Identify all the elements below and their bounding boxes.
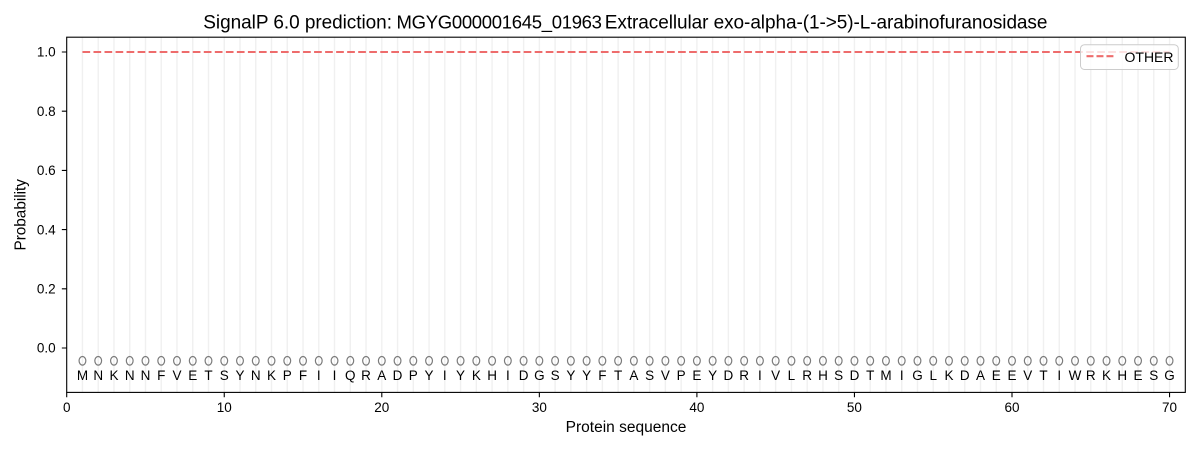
svg-text:Y: Y bbox=[425, 368, 434, 383]
svg-text:Probability: Probability bbox=[12, 179, 29, 251]
svg-text:T: T bbox=[614, 368, 622, 383]
svg-text:F: F bbox=[299, 368, 307, 383]
svg-text:R: R bbox=[802, 368, 812, 383]
svg-text:I: I bbox=[333, 368, 337, 383]
svg-text:M: M bbox=[77, 368, 88, 383]
svg-text:Y: Y bbox=[582, 368, 591, 383]
svg-text:0.8: 0.8 bbox=[37, 104, 56, 119]
svg-text:H: H bbox=[1117, 368, 1127, 383]
svg-text:T: T bbox=[204, 368, 212, 383]
svg-text:R: R bbox=[361, 368, 371, 383]
svg-text:T: T bbox=[1039, 368, 1047, 383]
svg-text:0.6: 0.6 bbox=[37, 163, 56, 178]
svg-text:I: I bbox=[900, 368, 904, 383]
svg-text:OTHER: OTHER bbox=[1125, 49, 1174, 65]
svg-text:SignalP 6.0 prediction:: SignalP 6.0 prediction: bbox=[203, 12, 392, 33]
svg-text:N: N bbox=[93, 368, 103, 383]
svg-text:K: K bbox=[472, 368, 481, 383]
svg-text:L: L bbox=[929, 368, 937, 383]
svg-text:Extracellular exo-alpha-(1->5): Extracellular exo-alpha-(1->5)-L-arabino… bbox=[605, 12, 1048, 33]
svg-text:30: 30 bbox=[532, 400, 547, 415]
svg-text:Y: Y bbox=[708, 368, 717, 383]
svg-text:V: V bbox=[661, 368, 670, 383]
svg-text:Y: Y bbox=[235, 368, 244, 383]
svg-text:Protein sequence: Protein sequence bbox=[566, 419, 687, 436]
svg-text:S: S bbox=[551, 368, 560, 383]
svg-text:L: L bbox=[788, 368, 796, 383]
svg-text:D: D bbox=[393, 368, 403, 383]
svg-text:M: M bbox=[880, 368, 891, 383]
svg-text:P: P bbox=[677, 368, 686, 383]
svg-text:I: I bbox=[443, 368, 447, 383]
svg-text:50: 50 bbox=[847, 400, 862, 415]
svg-text:Q: Q bbox=[345, 368, 356, 383]
svg-text:I: I bbox=[758, 368, 762, 383]
svg-text:K: K bbox=[267, 368, 276, 383]
svg-text:N: N bbox=[125, 368, 135, 383]
svg-text:V: V bbox=[172, 368, 181, 383]
svg-text:K: K bbox=[1102, 368, 1111, 383]
svg-text:A: A bbox=[377, 368, 386, 383]
svg-text:20: 20 bbox=[374, 400, 389, 415]
svg-text:N: N bbox=[141, 368, 151, 383]
svg-text:P: P bbox=[283, 368, 292, 383]
svg-text:0.0: 0.0 bbox=[37, 341, 56, 356]
svg-text:N: N bbox=[251, 368, 261, 383]
svg-text:S: S bbox=[220, 368, 229, 383]
svg-text:Y: Y bbox=[566, 368, 575, 383]
svg-text:40: 40 bbox=[689, 400, 704, 415]
svg-text:70: 70 bbox=[1162, 400, 1177, 415]
svg-text:H: H bbox=[818, 368, 828, 383]
svg-text:0: 0 bbox=[63, 400, 71, 415]
svg-text:S: S bbox=[1149, 368, 1158, 383]
svg-text:0.2: 0.2 bbox=[37, 282, 56, 297]
svg-text:I: I bbox=[1057, 368, 1061, 383]
svg-text:E: E bbox=[1007, 368, 1016, 383]
svg-text:G: G bbox=[912, 368, 923, 383]
svg-text:S: S bbox=[834, 368, 843, 383]
svg-text:A: A bbox=[629, 368, 638, 383]
svg-text:D: D bbox=[519, 368, 529, 383]
svg-text:I: I bbox=[506, 368, 510, 383]
svg-text:1.0: 1.0 bbox=[37, 45, 56, 60]
svg-text:V: V bbox=[1023, 368, 1032, 383]
svg-text:D: D bbox=[960, 368, 970, 383]
svg-text:K: K bbox=[109, 368, 118, 383]
svg-text:H: H bbox=[487, 368, 497, 383]
svg-text:G: G bbox=[1164, 368, 1175, 383]
svg-text:I: I bbox=[317, 368, 321, 383]
svg-text:K: K bbox=[944, 368, 953, 383]
svg-text:D: D bbox=[724, 368, 734, 383]
svg-text:D: D bbox=[850, 368, 860, 383]
svg-text:W: W bbox=[1069, 368, 1082, 383]
svg-text:E: E bbox=[692, 368, 701, 383]
svg-text:Y: Y bbox=[456, 368, 465, 383]
svg-text:R: R bbox=[739, 368, 749, 383]
svg-text:0.4: 0.4 bbox=[37, 222, 56, 237]
svg-text:E: E bbox=[992, 368, 1001, 383]
svg-text:E: E bbox=[1134, 368, 1143, 383]
svg-text:10: 10 bbox=[217, 400, 232, 415]
svg-text:A: A bbox=[976, 368, 985, 383]
svg-text:MGYG000001645_01963: MGYG000001645_01963 bbox=[397, 11, 602, 33]
svg-text:E: E bbox=[188, 368, 197, 383]
svg-text:F: F bbox=[598, 368, 606, 383]
svg-text:G: G bbox=[534, 368, 545, 383]
svg-text:F: F bbox=[157, 368, 165, 383]
svg-text:V: V bbox=[771, 368, 780, 383]
svg-text:P: P bbox=[409, 368, 418, 383]
svg-text:60: 60 bbox=[1004, 400, 1019, 415]
svg-text:T: T bbox=[866, 368, 874, 383]
svg-text:R: R bbox=[1086, 368, 1096, 383]
svg-text:S: S bbox=[645, 368, 654, 383]
